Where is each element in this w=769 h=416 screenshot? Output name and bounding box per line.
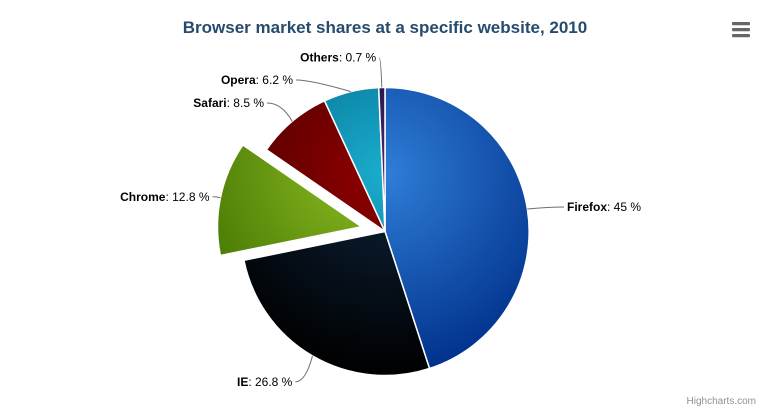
data-label-safari: Safari: 8.5 % (193, 96, 264, 110)
pie-slice-others[interactable] (377, 86, 386, 233)
data-label-firefox: Firefox: 45 % (567, 200, 641, 214)
connector-opera (295, 79, 352, 93)
hamburger-icon (732, 22, 750, 38)
pie-slice-chrome[interactable] (216, 144, 363, 257)
data-labels: Firefox: 45 % IE: 26.8 % Chrome: 12.8 % Saf… (120, 51, 641, 389)
data-label-opera: Opera: 6.2 % (221, 73, 293, 87)
chart-title: Browser market shares at a specific webs… (183, 18, 587, 37)
connector-others (378, 57, 383, 88)
data-label-ie: IE: 26.8 % (237, 375, 293, 389)
pie-series (216, 86, 530, 377)
connector-ie (295, 355, 313, 383)
data-label-chrome: Chrome: 12.8 % (120, 190, 210, 204)
pie-slice-ie[interactable] (243, 230, 431, 377)
connector-firefox (527, 206, 565, 210)
connector-safari (266, 102, 293, 122)
data-label-others: Others: 0.7 % (300, 51, 376, 65)
connector-chrome (212, 196, 221, 199)
credits-link[interactable]: Highcharts.com (687, 396, 756, 407)
export-menu-button[interactable] (726, 15, 756, 42)
